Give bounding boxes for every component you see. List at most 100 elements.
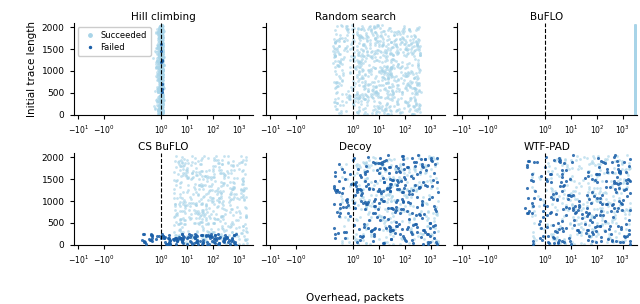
Point xyxy=(630,46,640,51)
Point xyxy=(380,111,390,116)
Point xyxy=(157,97,167,102)
Point xyxy=(374,205,384,210)
Point xyxy=(157,102,167,107)
Point xyxy=(186,216,196,220)
Point xyxy=(201,234,211,239)
Point xyxy=(225,209,235,214)
Point xyxy=(385,191,395,196)
Point xyxy=(330,64,340,69)
Point xyxy=(383,153,393,158)
Point xyxy=(156,86,166,91)
Point xyxy=(189,221,199,226)
Point xyxy=(154,83,164,88)
Point xyxy=(155,25,165,30)
Point xyxy=(191,203,201,208)
Point xyxy=(575,183,586,188)
Point xyxy=(152,100,163,105)
Point xyxy=(157,36,167,40)
Point xyxy=(349,50,359,54)
Point xyxy=(556,167,566,172)
Point xyxy=(595,164,605,169)
Point xyxy=(178,233,188,238)
Point xyxy=(156,37,166,42)
Point xyxy=(630,91,640,95)
Point xyxy=(591,233,601,238)
Point xyxy=(193,220,203,225)
Point xyxy=(610,170,620,175)
Point xyxy=(630,64,640,69)
Point xyxy=(387,66,397,71)
Point xyxy=(157,53,167,58)
Point xyxy=(411,188,421,193)
Point xyxy=(385,188,395,193)
Point xyxy=(335,59,345,64)
Point xyxy=(157,51,167,56)
Point xyxy=(372,106,383,111)
Point xyxy=(378,159,388,164)
Point xyxy=(194,183,204,188)
Point xyxy=(179,222,189,227)
Point xyxy=(371,90,381,95)
Point xyxy=(630,104,640,109)
Point xyxy=(595,199,605,204)
Point xyxy=(157,49,167,54)
Point xyxy=(157,75,167,80)
Point xyxy=(408,50,418,55)
Point xyxy=(396,65,406,70)
Point xyxy=(630,54,640,59)
Point xyxy=(157,25,168,29)
Point xyxy=(344,96,355,101)
Point xyxy=(630,104,640,109)
Point xyxy=(357,69,367,74)
Point xyxy=(157,39,168,44)
Point xyxy=(170,213,180,218)
Point xyxy=(373,167,383,171)
Point xyxy=(588,232,598,237)
Point xyxy=(374,161,384,165)
Point xyxy=(156,98,166,103)
Point xyxy=(401,99,411,104)
Point xyxy=(152,59,162,64)
Point xyxy=(546,195,556,199)
Point xyxy=(157,30,167,35)
Point xyxy=(630,51,640,56)
Point xyxy=(387,66,397,71)
Point xyxy=(630,59,640,64)
Point xyxy=(157,55,168,60)
Point xyxy=(175,209,186,214)
Point xyxy=(217,157,227,162)
Point xyxy=(630,69,640,74)
Point xyxy=(630,28,640,33)
Point xyxy=(368,210,378,215)
Point xyxy=(387,44,397,49)
Point xyxy=(630,72,640,77)
Point xyxy=(147,235,157,240)
Point xyxy=(414,185,424,190)
Point xyxy=(165,238,175,243)
Point xyxy=(546,223,556,228)
Point xyxy=(429,157,439,162)
Point xyxy=(158,75,168,80)
Point xyxy=(157,101,168,106)
Point xyxy=(216,214,227,219)
Point xyxy=(630,61,640,66)
Point xyxy=(630,43,640,48)
Point xyxy=(156,82,166,87)
Point xyxy=(589,185,600,190)
Point xyxy=(208,220,218,225)
Point xyxy=(630,54,640,59)
Point xyxy=(399,47,410,51)
Point xyxy=(391,42,401,47)
Point xyxy=(397,189,408,194)
Point xyxy=(630,94,640,99)
Point xyxy=(383,75,393,80)
Point xyxy=(217,162,227,167)
Point xyxy=(348,180,358,185)
Point xyxy=(346,171,356,176)
Point xyxy=(346,96,356,101)
Point xyxy=(333,63,343,68)
Point xyxy=(592,207,602,212)
Point xyxy=(630,51,640,56)
Point xyxy=(367,228,377,233)
Point xyxy=(175,195,185,200)
